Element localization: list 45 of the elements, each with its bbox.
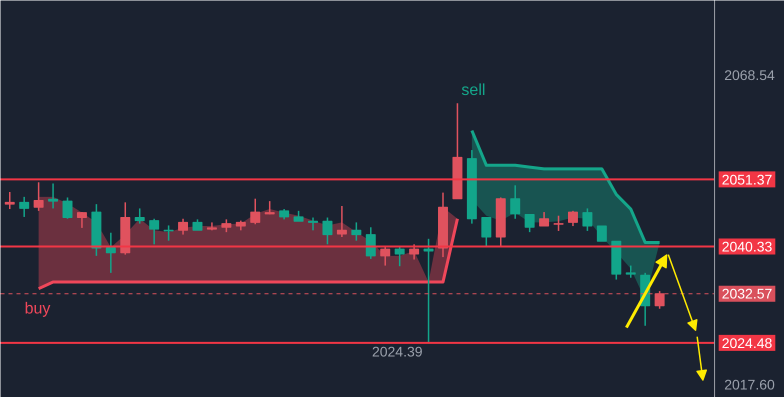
candlestick — [510, 184, 520, 220]
candlestick — [568, 210, 578, 227]
ref-line-label: 2024.48 — [722, 334, 773, 351]
candlestick — [264, 200, 275, 216]
candlestick — [34, 182, 44, 212]
candlestick — [106, 232, 116, 274]
candlestick — [76, 211, 87, 229]
candlestick — [394, 246, 405, 267]
y-tick-label: 2017.60 — [724, 376, 776, 393]
annotation: buy — [24, 300, 50, 318]
candlestick — [524, 214, 535, 233]
candlestick — [409, 244, 420, 260]
candlestick — [626, 264, 636, 278]
candlestick — [294, 210, 304, 222]
candlestick — [366, 226, 376, 260]
candlestick — [279, 208, 290, 220]
candlestick — [424, 238, 434, 344]
candlestick — [62, 196, 72, 220]
candlestick — [380, 246, 390, 266]
candlestick — [19, 196, 30, 218]
candlestick — [554, 214, 564, 232]
candlestick — [192, 218, 202, 232]
candlestick — [149, 218, 160, 246]
ref-line-label: 2051.37 — [722, 171, 773, 188]
candlestick — [48, 182, 58, 210]
candlestick — [164, 224, 174, 242]
candlestick — [539, 211, 550, 227]
candlestick — [236, 220, 246, 232]
candlestick — [178, 218, 188, 236]
candlestick — [336, 205, 347, 238]
ref-line-label: 2032.57 — [722, 286, 773, 302]
candlestick — [250, 198, 260, 225]
candlestick — [481, 216, 492, 247]
candlestick — [308, 216, 318, 232]
candlestick — [582, 208, 592, 232]
candlestick — [134, 208, 145, 224]
y-tick-label: 2068.54 — [724, 67, 776, 84]
candlestick — [596, 226, 607, 242]
candlestick — [322, 216, 332, 246]
candlestick — [351, 222, 362, 242]
candlestick — [221, 218, 232, 233]
ref-line-label: 2040.33 — [722, 238, 773, 255]
annotation: 2024.39 — [372, 343, 423, 360]
annotation: sell — [461, 82, 486, 100]
line-series — [470, 129, 662, 244]
